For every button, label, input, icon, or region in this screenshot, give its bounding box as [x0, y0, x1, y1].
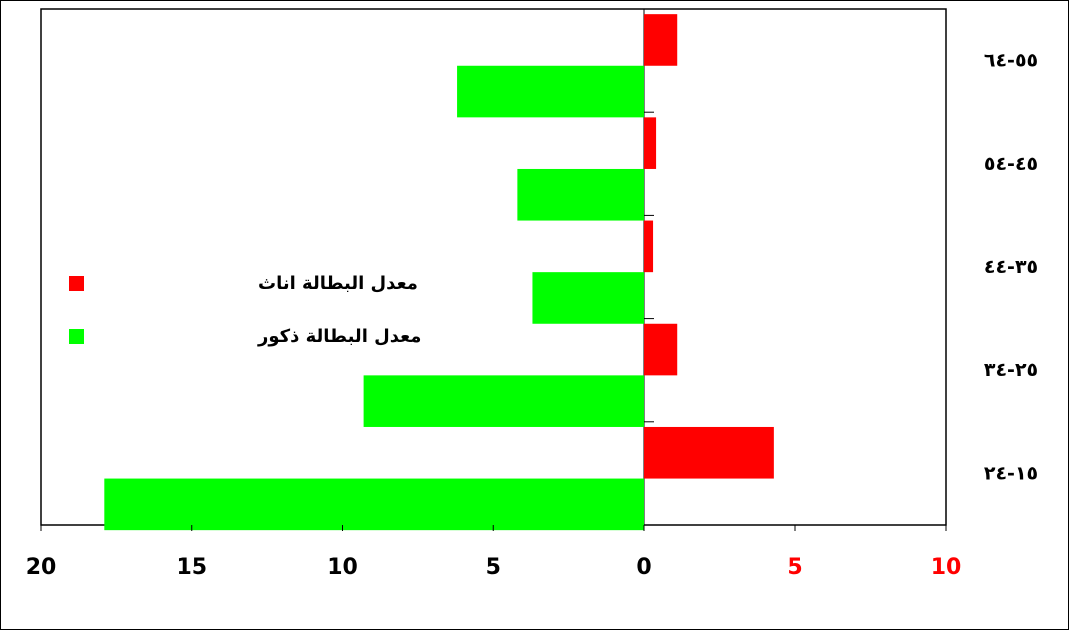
bar-female-1	[644, 323, 678, 376]
category-label: ١٥-٢٤	[984, 462, 1038, 484]
bar-male-1	[363, 375, 644, 427]
legend-female-label: معدل البطالة اناث	[258, 273, 418, 294]
category-label: ٤٥-٥٤	[984, 153, 1038, 175]
x-tick-label: 10	[327, 555, 358, 580]
bar-female-3	[644, 117, 657, 169]
legend-male-swatch	[69, 329, 84, 344]
x-tick-label: 20	[26, 555, 57, 580]
x-tick-label: 5	[787, 555, 802, 580]
bar-female-2	[644, 220, 654, 273]
legend-male-label: معدل البطالة ذكور	[257, 326, 421, 347]
category-label: ٢٥-٣٤	[984, 359, 1038, 381]
bar-male-2	[532, 272, 644, 324]
bar-male-3	[517, 168, 644, 221]
bar-female-4	[644, 14, 678, 66]
x-tick-label: 10	[931, 555, 962, 580]
bar-male-0	[104, 478, 644, 531]
x-tick-label: 0	[636, 555, 651, 580]
x-tick-label: 5	[486, 555, 501, 580]
category-label: ٣٥-٤٤	[984, 256, 1038, 278]
bar-male-4	[457, 65, 644, 118]
category-label: ٥٥-٦٤	[984, 50, 1038, 72]
x-tick-label: 15	[176, 555, 207, 580]
bar-female-0	[644, 426, 774, 479]
legend-female-swatch	[69, 276, 84, 291]
